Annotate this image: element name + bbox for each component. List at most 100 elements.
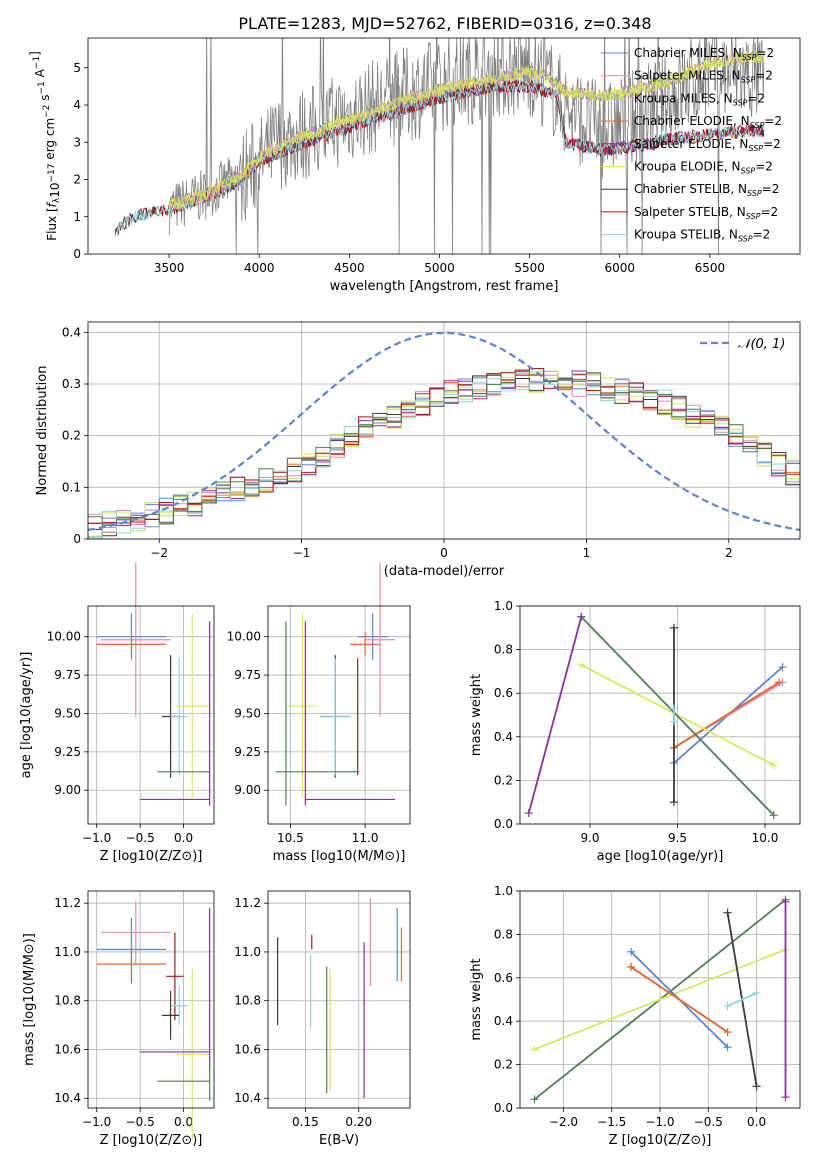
gridlines [88, 891, 214, 1108]
gridlines [88, 322, 800, 540]
y-tick-label: 0 [73, 247, 81, 261]
y-axis-label: mass [log10(M/M⊙)] [22, 933, 37, 1066]
x-tick-label: 9.5 [668, 831, 687, 845]
y-tick-label: 3 [73, 135, 81, 149]
age_vs_Z-panel: −1.0 −0.5 0.0 9.00 9.25 9.50 9.75 10.00 Z [log10… [19, 563, 215, 864]
y-tick-label: 9.75 [54, 668, 81, 682]
y-tick-label: 11.0 [234, 945, 261, 959]
x-tick-label: 2 [725, 546, 733, 560]
x-tick-label: 4500 [334, 261, 365, 275]
weight-line [534, 948, 786, 1051]
x-tick-label: 6000 [604, 261, 635, 275]
x-tick-label: −1.5 [597, 1115, 626, 1129]
x-axis-label: Z [log10(Z/Z⊙)] [100, 1133, 203, 1148]
model-spectrum [168, 50, 765, 212]
x-tick-label: −1 [293, 546, 311, 560]
x-axis-label: (data-model)/error [384, 564, 505, 579]
label-part: −1 [37, 81, 47, 94]
residual-histogram [88, 370, 800, 530]
label-sub: SSP [750, 121, 765, 130]
x-tick-label: −2 [150, 546, 168, 560]
model-spectrum [168, 49, 765, 211]
label-sub: SSP [748, 144, 763, 153]
x-tick-label: 11.0 [352, 831, 379, 845]
y-tick-label: 0 [73, 532, 81, 546]
weight-line [527, 616, 583, 814]
y-tick-label: 0.2 [494, 1058, 513, 1072]
y-tick-label: 10.6 [234, 1042, 261, 1056]
y-tick-label: 2 [73, 173, 81, 187]
legend-label: Kroupa MILES, NSSP=2 [634, 91, 765, 107]
x-tick-label: 9.0 [580, 831, 599, 845]
x-axis-label: wavelength [Angstrom, rest frame] [330, 279, 559, 294]
x-tick-label: −1.0 [82, 831, 111, 845]
residual-histogram [88, 371, 800, 526]
x-axis-label: E(B-V) [319, 1133, 359, 1148]
y-tick-label: 9.50 [54, 706, 81, 720]
y-tick-label: 10.6 [54, 1042, 81, 1056]
axes-frame [267, 605, 411, 825]
label-part: ] [28, 51, 42, 56]
x-tick-label: 10.5 [277, 831, 304, 845]
y-tick-label: 1 [73, 210, 81, 224]
legend-label: Kroupa ELODIE, NSSP=2 [634, 160, 773, 176]
y-tick-label: 0.6 [494, 686, 513, 700]
observed-spectrum [168, 38, 765, 254]
x-tick-label: −1.0 [645, 1115, 674, 1129]
y-tick-label: 5 [73, 61, 81, 75]
y-tick-label: 0.4 [62, 325, 81, 339]
y-tick-label: 1.0 [494, 599, 513, 613]
gridlines [268, 606, 410, 824]
label-part: Flux [ [45, 207, 59, 240]
y-tick-label: 11.2 [234, 896, 261, 910]
axes-frame [519, 890, 801, 1109]
y-tick-label: 4 [73, 98, 81, 112]
y-tick-label: 9.50 [234, 706, 261, 720]
label-sub: SSP [742, 53, 757, 62]
label-part: =2 [762, 182, 780, 196]
legend-label: Salpeter MILES, NSSP=2 [634, 69, 773, 85]
x-tick-label: 0.0 [174, 831, 193, 845]
age_vs_mass-panel: 10.5 11.0 9.00 9.25 9.50 9.75 10.00 mass [log10… [227, 563, 411, 864]
y-axis-label: Normed distribution [35, 366, 50, 496]
y-tick-label: 10.8 [234, 994, 261, 1008]
label-part: =2 [763, 137, 781, 151]
y-tick-label: 0.6 [494, 971, 513, 985]
label-part: s [38, 94, 52, 104]
y-tick-label: 0.1 [62, 480, 81, 494]
weight_vs_age-panel: 9.0 9.5 10.0 0.0 0.2 0.4 0.6 0.8 1.0 age [log10(a… [469, 599, 801, 864]
y-tick-label: 9.00 [234, 783, 261, 797]
weight_vs_Z-panel: −2.0 −1.5 −1.0 −0.5 0.0 0.0 0.2 0.4 0.6 0.8 1.0 Z [… [469, 884, 801, 1148]
legend-label: Chabrier MILES, NSSP=2 [634, 46, 774, 62]
label-part: 10 [48, 182, 62, 197]
label-part: =2 [756, 46, 774, 60]
legend-label: Kroupa STELIB, NSSP=2 [634, 228, 770, 244]
normal-curve [88, 331, 800, 531]
residuals-plot [88, 331, 800, 539]
residuals-legend: 𝒩(0, 1) [700, 337, 785, 352]
x-tick-label: 3500 [154, 261, 185, 275]
label-sub: SSP [738, 235, 753, 244]
label-part: −1 [32, 56, 42, 69]
label-sub: SSP [733, 98, 748, 107]
y-axis-label: Flux [fλ10−17 erg cm−2 s−1 A−1] [28, 51, 62, 241]
y-tick-label: 1.0 [494, 884, 513, 898]
x-tick-label: −0.5 [126, 831, 155, 845]
legend-label: Salpeter STELIB, NSSP=2 [634, 205, 778, 221]
x-tick-label: 5500 [514, 261, 545, 275]
x-tick-label: 10.0 [752, 831, 779, 845]
y-tick-label: 10.8 [54, 994, 81, 1008]
x-tick-label: 0.20 [345, 1115, 372, 1129]
y-tick-label: 0.3 [62, 377, 81, 391]
y-tick-label: 0.4 [494, 1014, 513, 1028]
weight-line [630, 966, 729, 1033]
x-tick-label: 0.0 [747, 1115, 766, 1129]
gridlines [88, 606, 214, 824]
spectrum-panel: 3500 4000 4500 5000 5500 6000 6500 0 1 2 3 4 5 wavele… [28, 37, 801, 294]
y-tick-label: 9.75 [234, 668, 261, 682]
x-tick-label: −0.5 [694, 1115, 723, 1129]
axes-frame [87, 37, 801, 255]
label-part: =2 [764, 114, 782, 128]
axes-frame [519, 605, 801, 825]
